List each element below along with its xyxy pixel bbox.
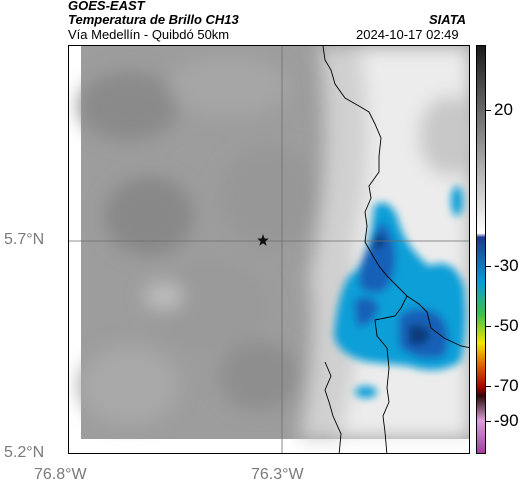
colorbar-label: -30 [494,256,519,275]
product-title: Temperatura de Brillo CH13 [68,12,239,27]
source-label: SIATA [429,12,467,27]
colorbar-tick [486,266,491,267]
datetime-label: 2024-10-17 02:49 [356,27,459,42]
gray-cloud-texture [79,56,319,426]
lat-tick-label-2: 5.2°N [4,444,45,461]
department-borders [322,46,469,453]
satellite-map [68,45,470,454]
colorbar-label: -50 [494,316,519,335]
satellite-title: GOES-EAST [68,0,145,13]
region-label: Vía Medellín - Quibdó 50km [68,27,230,42]
lat-tick-label-1: 5.7°N [4,231,45,248]
colorbar-tick [486,421,491,422]
colorbar-tick [486,386,491,387]
temperature-colorbar [476,45,486,454]
colorbar-label: -90 [494,411,519,430]
colorbar-label: -70 [494,376,519,395]
cold-cloud-cluster [334,186,466,398]
colorbar-tick [486,110,491,111]
lon-tick-label-1: 76.8°W [34,466,87,483]
star-icon [257,234,269,246]
colorbar-tick [486,326,491,327]
lon-tick-label-2: 76.3°W [251,466,304,483]
map-canvas [69,46,469,453]
colorbar-label: 20 [494,100,513,119]
